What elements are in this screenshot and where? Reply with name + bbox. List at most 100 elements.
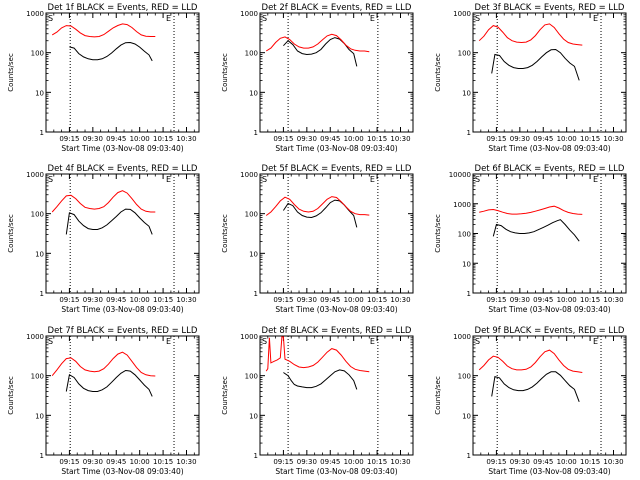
x-tick-label: 09:30 (83, 296, 103, 304)
y-axis-label: Counts/sec (221, 53, 229, 92)
y-tick-label: 1000 (240, 10, 258, 18)
x-tick-label: 09:45 (320, 135, 340, 143)
start-marker: S (48, 14, 53, 23)
y-axis-label: Counts/sec (221, 214, 229, 253)
x-tick-label: 09:15 (486, 458, 506, 466)
end-marker: E (370, 175, 375, 184)
y-axis-label: Counts/sec (7, 53, 15, 92)
x-tick-label: 10:15 (153, 135, 173, 143)
y-tick-label: 1 (467, 129, 471, 137)
series-events-line (492, 219, 580, 242)
y-tick-label: 100 (245, 211, 258, 219)
y-tick-label: 1000 (26, 171, 44, 179)
start-marker: S (475, 337, 480, 346)
plot-frame (472, 335, 627, 456)
y-tick-label: 10000 (449, 171, 471, 179)
chart-panel-2: Det 2f BLACK = Events, RED = LLD 1 10 100 10… (221, 3, 414, 153)
series-lld-line (479, 205, 583, 215)
chart-title: Det 8f BLACK = Events, RED = LLD (262, 326, 412, 336)
series-lld-line (51, 23, 156, 38)
y-tick-label: 100 (245, 50, 258, 58)
x-tick-label: 10:15 (580, 135, 600, 143)
x-tick-label: 09:45 (533, 296, 553, 304)
y-tick-label: 10 (462, 412, 471, 420)
series-events-line (283, 369, 358, 390)
series-events-line (65, 208, 153, 235)
end-marker: E (166, 337, 171, 346)
start-marker: S (262, 175, 267, 184)
series-lld-line (478, 23, 583, 46)
x-tick-label: 10:00 (344, 458, 364, 466)
start-marker: S (48, 175, 53, 184)
plot-frame (259, 173, 414, 294)
x-tick-label: 09:30 (297, 135, 317, 143)
x-tick-label: 09:45 (320, 296, 340, 304)
plot-frame (259, 12, 414, 133)
x-axis-label: Start Time (03-Nov-08 09:03:40) (488, 467, 610, 476)
x-tick-label: 10:00 (344, 296, 364, 304)
chart-title: Det 4f BLACK = Events, RED = LLD (48, 164, 198, 174)
x-axis-label: Start Time (03-Nov-08 09:03:40) (61, 467, 183, 476)
y-tick-label: 1000 (26, 10, 44, 18)
y-tick-label: 1 (40, 452, 44, 460)
x-tick-label: 09:15 (486, 296, 506, 304)
series-events-line (65, 369, 153, 397)
y-axis-label: Counts/sec (434, 376, 442, 415)
x-tick-label: 09:15 (486, 135, 506, 143)
x-tick-label: 10:30 (176, 458, 196, 466)
x-tick-label: 09:45 (106, 135, 126, 143)
x-tick-label: 10:15 (367, 458, 387, 466)
y-tick-label: 10 (35, 250, 44, 258)
start-marker: S (475, 175, 480, 184)
chart-title: Det 6f BLACK = Events, RED = LLD (475, 164, 625, 174)
x-tick-label: 09:30 (297, 458, 317, 466)
x-tick-label: 09:45 (533, 135, 553, 143)
x-tick-label: 10:30 (603, 296, 623, 304)
chart-panel-5: Det 5f BLACK = Events, RED = LLD 1 10 100 10… (221, 164, 414, 314)
x-tick-label: 09:15 (59, 135, 79, 143)
series-lld-line (51, 190, 156, 213)
x-tick-label: 09:15 (59, 296, 79, 304)
x-tick-label: 09:30 (510, 458, 530, 466)
x-tick-label: 10:00 (557, 296, 577, 304)
y-tick-label: 10 (249, 412, 258, 420)
y-tick-label: 100 (31, 50, 44, 58)
y-axis-label: Counts/sec (7, 214, 15, 253)
y-tick-label: 1 (40, 129, 44, 137)
x-axis-label: Start Time (03-Nov-08 09:03:40) (61, 305, 183, 314)
x-tick-label: 10:30 (603, 458, 623, 466)
y-tick-label: 10 (249, 89, 258, 97)
x-tick-label: 10:00 (557, 135, 577, 143)
end-marker: E (370, 14, 375, 23)
chart-title: Det 9f BLACK = Events, RED = LLD (475, 326, 625, 336)
series-events-line (491, 371, 580, 402)
x-tick-label: 10:30 (603, 135, 623, 143)
y-tick-label: 1000 (240, 333, 258, 341)
series-lld-line (51, 351, 156, 377)
end-marker: E (593, 175, 598, 184)
x-tick-label: 10:30 (176, 296, 196, 304)
x-tick-label: 10:15 (153, 296, 173, 304)
chart-title: Det 5f BLACK = Events, RED = LLD (262, 164, 412, 174)
start-marker: S (262, 14, 267, 23)
y-tick-label: 10 (462, 260, 471, 268)
x-tick-label: 10:15 (367, 296, 387, 304)
y-tick-label: 1 (254, 129, 258, 137)
end-marker: E (593, 337, 598, 346)
y-tick-label: 10 (462, 89, 471, 97)
chart-panel-3: Det 3f BLACK = Events, RED = LLD 1 10 100 10… (434, 3, 627, 153)
chart-panel-4: Det 4f BLACK = Events, RED = LLD 1 10 100 10… (7, 164, 200, 314)
y-tick-label: 1000 (453, 333, 471, 341)
series-lld-line (265, 33, 370, 53)
series-lld-line (265, 336, 370, 373)
chart-panel-9: Det 9f BLACK = Events, RED = LLD 1 10 100 10… (434, 326, 627, 476)
x-axis-label: Start Time (03-Nov-08 09:03:40) (275, 144, 397, 153)
y-tick-label: 1 (40, 290, 44, 298)
plot-frame (472, 12, 627, 133)
y-tick-label: 100 (458, 231, 471, 239)
start-marker: S (475, 14, 480, 23)
x-tick-label: 09:15 (273, 296, 293, 304)
y-axis-label: Counts/sec (221, 376, 229, 415)
